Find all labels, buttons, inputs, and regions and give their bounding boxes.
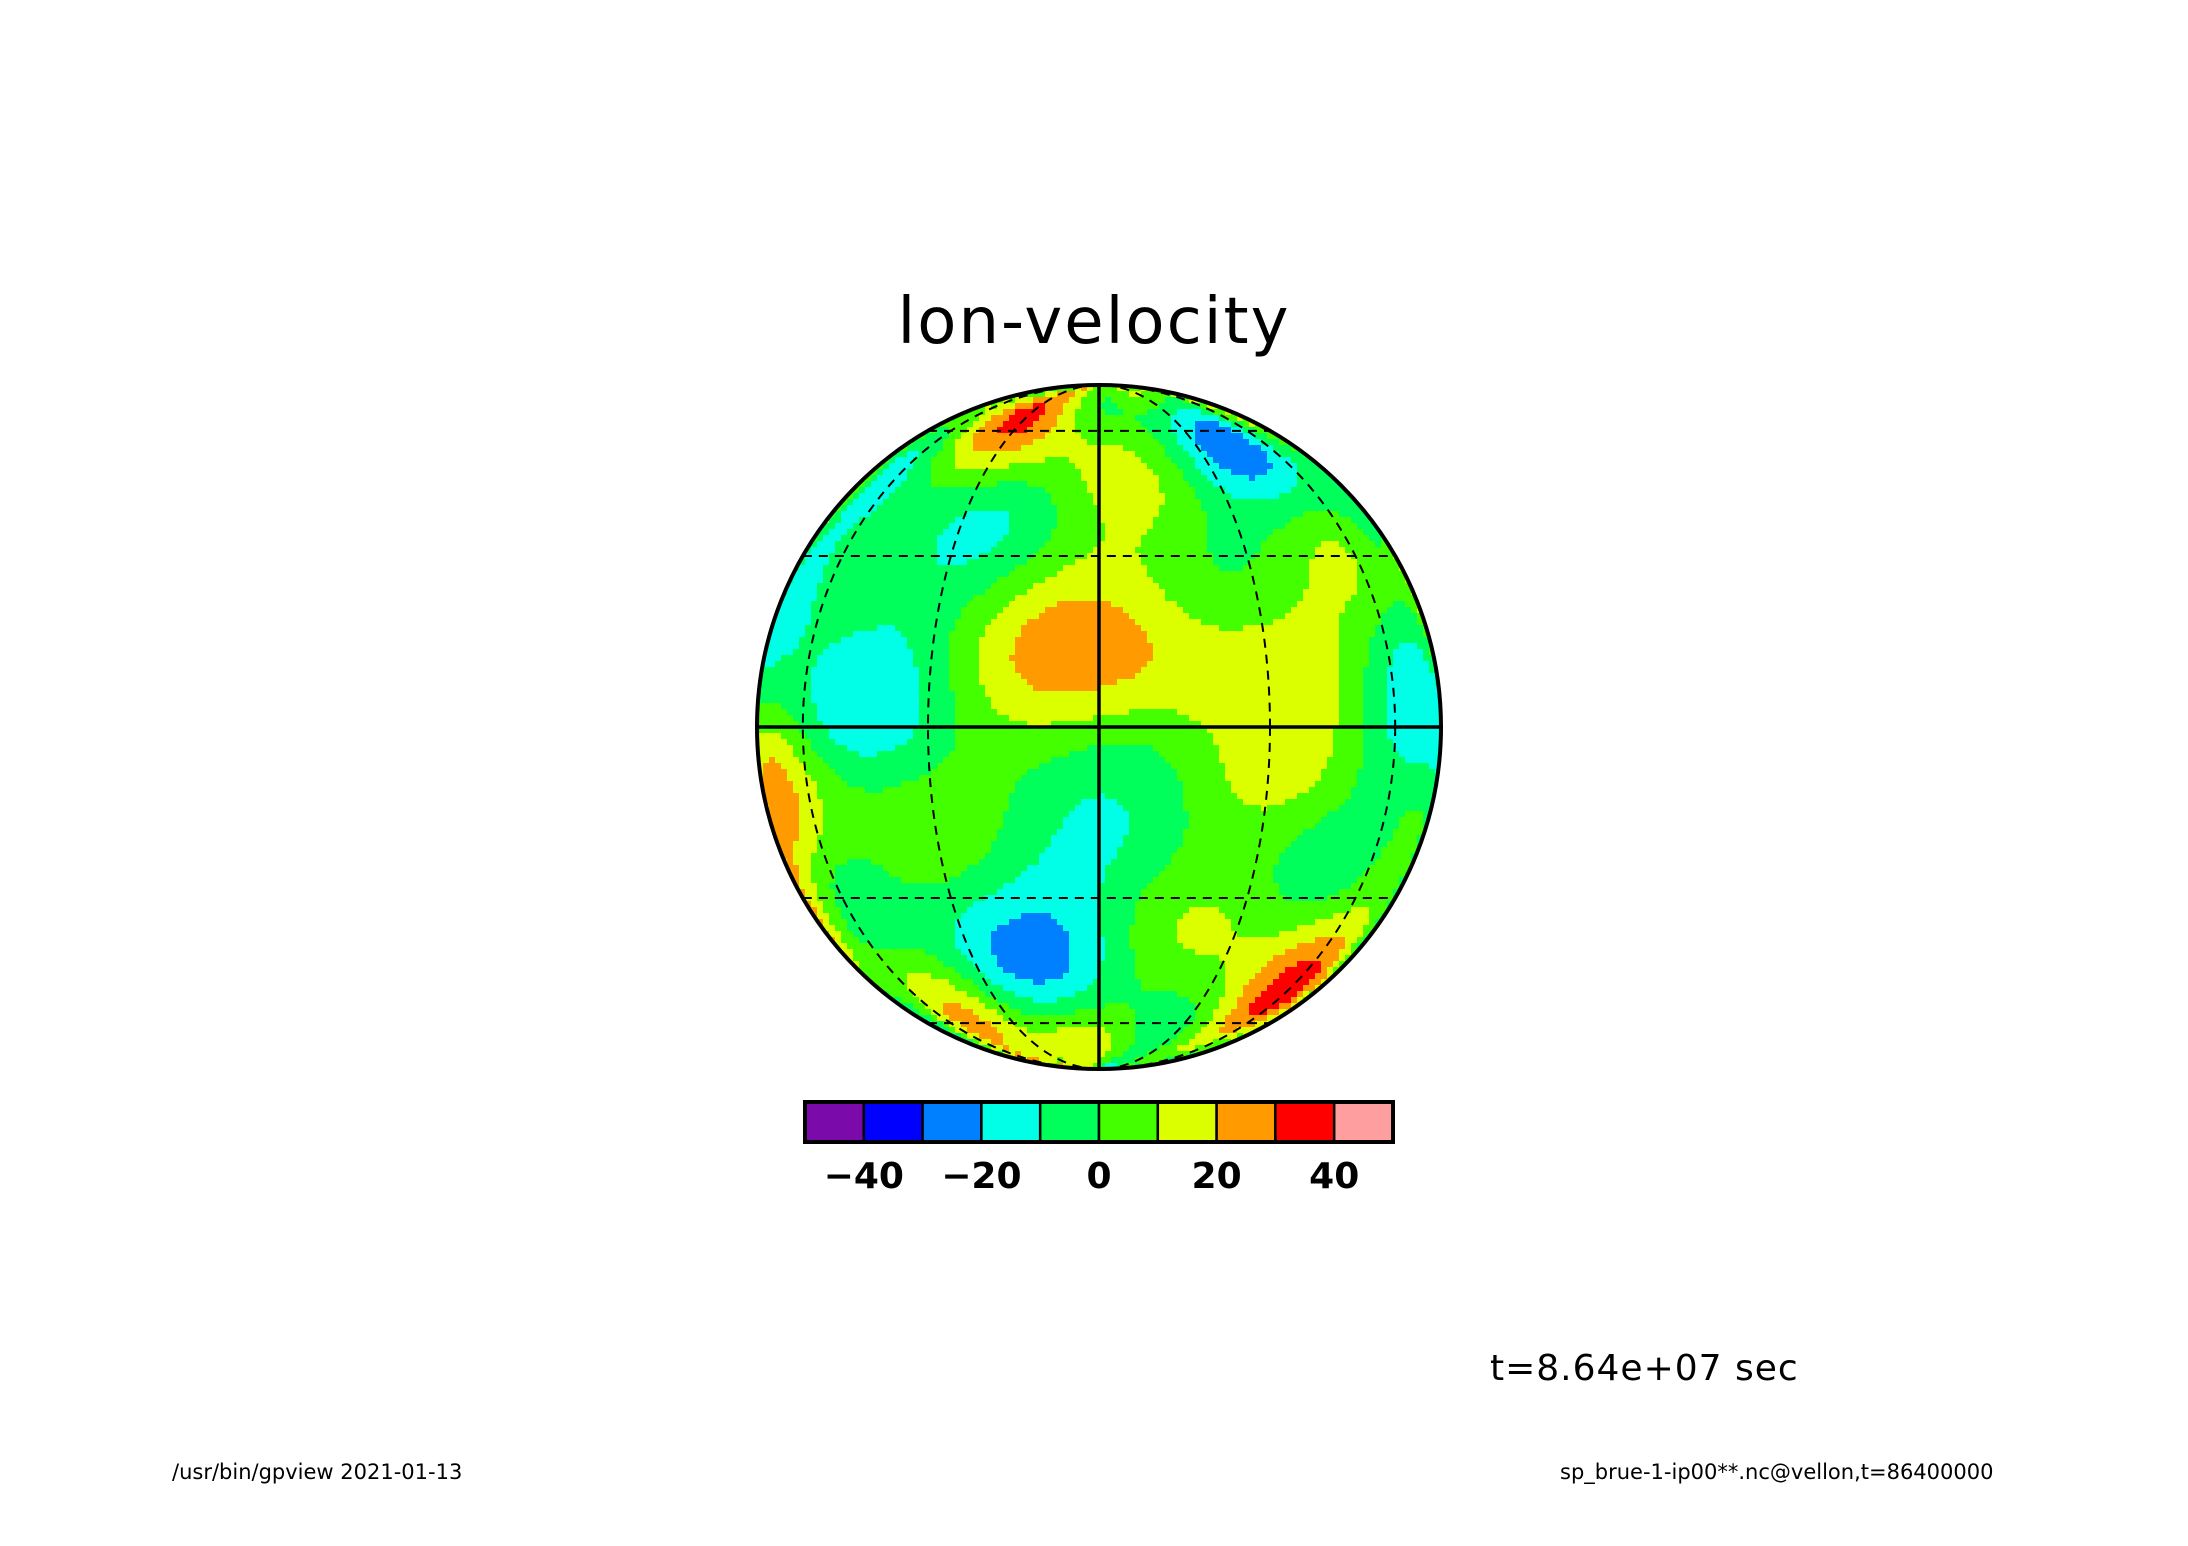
colorbar: −40 −20 0 20 40 — [803, 1100, 1395, 1197]
colorbar-swatch — [1097, 1100, 1160, 1144]
footer-program-date: /usr/bin/gpview 2021-01-13 — [172, 1460, 463, 1484]
plot-title: lon-velocity — [897, 285, 1291, 359]
colorbar-tick-label: 20 — [1192, 1156, 1242, 1197]
colorbar-swatch — [1274, 1100, 1336, 1144]
meridian-line — [927, 385, 1271, 1069]
colorbar-frame — [803, 1100, 1395, 1144]
colorbar-tick-label: 0 — [1086, 1156, 1111, 1197]
colorbar-tick-label: 40 — [1309, 1156, 1359, 1197]
time-label: t=8.64e+07 sec — [1490, 1348, 1799, 1389]
colorbar-tick-label: −20 — [941, 1156, 1021, 1197]
colorbar-swatch — [980, 1100, 1042, 1144]
meridian-line — [801, 385, 1397, 1069]
colorbar-swatch — [921, 1100, 983, 1144]
colorbar-swatch — [1156, 1100, 1218, 1144]
colorbar-tick-label: −40 — [824, 1156, 904, 1197]
footer-file-info: sp_brue-1-ip00**.nc@vellon,t=86400000 — [1560, 1460, 1994, 1484]
globe-outline — [755, 383, 1443, 1071]
colorbar-swatch — [1332, 1100, 1395, 1144]
graticule — [757, 385, 1441, 1069]
colorbar-swatch — [862, 1100, 924, 1144]
colorbar-swatch — [803, 1100, 866, 1144]
colorbar-swatch — [1215, 1100, 1277, 1144]
colorbar-swatch — [1038, 1100, 1101, 1144]
